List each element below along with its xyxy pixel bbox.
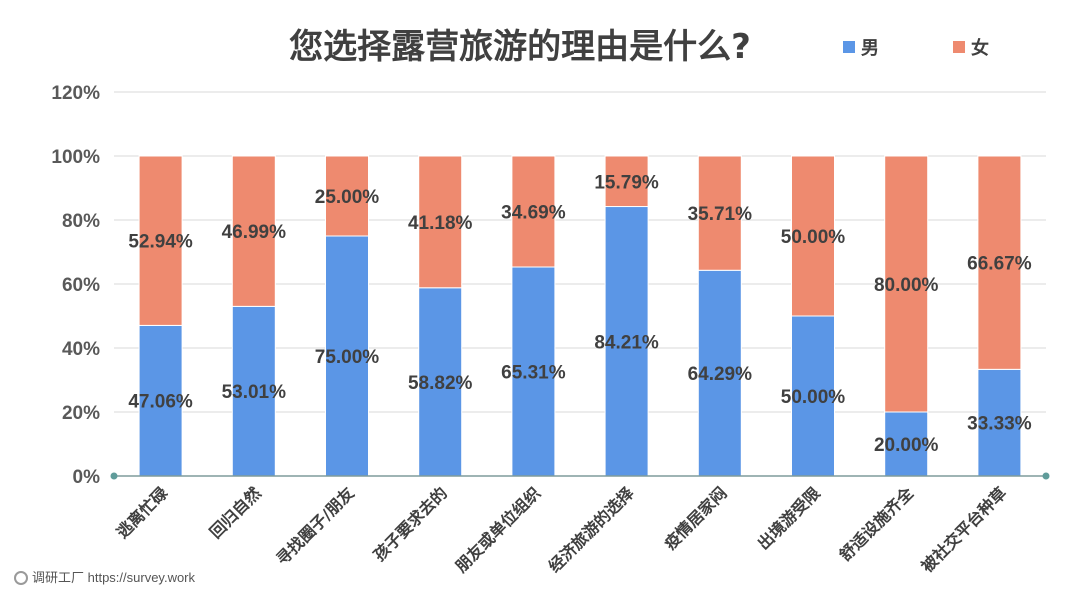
x-tick-label: 出境游受限 xyxy=(754,483,825,554)
data-label: 50.00% xyxy=(781,227,846,248)
x-tick-label: 逃离忙碌 xyxy=(113,483,172,542)
bar-male xyxy=(884,411,929,477)
bar-male xyxy=(977,368,1022,477)
watermark-logo-icon xyxy=(14,571,28,585)
x-tick-label: 经济旅游的选择 xyxy=(545,483,638,576)
bar-male xyxy=(604,206,649,477)
x-tick-label: 舒适设施齐全 xyxy=(836,483,918,565)
y-tick-label: 40% xyxy=(62,339,100,360)
bar-female xyxy=(697,155,742,271)
bar-male xyxy=(231,305,276,477)
data-label: 34.69% xyxy=(501,203,566,224)
data-label: 20.00% xyxy=(874,435,939,456)
data-label: 58.82% xyxy=(408,373,473,394)
y-tick-label: 120% xyxy=(51,83,100,104)
bar-female xyxy=(418,155,463,289)
bar-female xyxy=(231,155,276,307)
data-label: 64.29% xyxy=(688,364,753,385)
y-tick-label: 80% xyxy=(62,211,100,232)
data-label: 65.31% xyxy=(501,363,566,384)
data-label: 50.00% xyxy=(781,387,846,408)
bar-female xyxy=(884,155,929,413)
y-tick-label: 60% xyxy=(62,275,100,296)
x-tick-label: 被社交平台种草 xyxy=(918,483,1011,576)
legend-swatch-0 xyxy=(843,41,855,53)
data-label: 66.67% xyxy=(967,254,1032,275)
bar-male xyxy=(697,269,742,477)
legend-label-1: 女 xyxy=(971,37,989,59)
chart-title: 您选择露营旅游的理由是什么? xyxy=(289,27,751,67)
data-label: 41.18% xyxy=(408,213,473,234)
data-label: 33.33% xyxy=(967,414,1032,435)
bar-female xyxy=(791,155,835,317)
bar-female xyxy=(604,155,649,208)
footer-text: 调研工厂 https://survey.work xyxy=(32,570,196,585)
data-label: 47.06% xyxy=(128,392,193,413)
bar-female xyxy=(138,155,183,326)
bar-male xyxy=(325,235,369,477)
x-tick-label: 疫情居家闷 xyxy=(661,483,731,553)
x-tick-label: 回归自然 xyxy=(206,483,265,542)
x-tick-label: 朋友或单位组织 xyxy=(452,483,545,576)
axis-end-marker xyxy=(110,472,118,480)
data-label: 80.00% xyxy=(874,275,939,296)
data-label: 15.79% xyxy=(594,172,659,193)
bar-female xyxy=(325,155,369,237)
footer-watermark: 调研工厂 https://survey.work xyxy=(14,567,195,586)
data-label: 84.21% xyxy=(594,332,659,353)
data-label: 52.94% xyxy=(128,232,193,253)
y-tick-label: 0% xyxy=(73,467,101,488)
x-tick-label: 孩子要求去的 xyxy=(370,483,451,564)
data-label: 75.00% xyxy=(315,347,380,368)
legend-label-0: 男 xyxy=(861,38,879,59)
data-label: 53.01% xyxy=(222,382,287,403)
legend-swatch-1 xyxy=(953,41,965,53)
bar-female xyxy=(511,155,556,268)
bar-male xyxy=(418,287,463,477)
axis-end-marker xyxy=(1042,472,1050,480)
data-label: 46.99% xyxy=(222,222,287,243)
bar-male xyxy=(791,315,835,477)
bar-female xyxy=(977,155,1022,370)
data-label: 35.71% xyxy=(688,204,753,225)
data-label: 25.00% xyxy=(315,187,380,208)
y-tick-label: 20% xyxy=(62,403,100,424)
y-tick-label: 100% xyxy=(51,147,100,168)
x-tick-label: 寻找圈子/朋友 xyxy=(272,483,358,569)
